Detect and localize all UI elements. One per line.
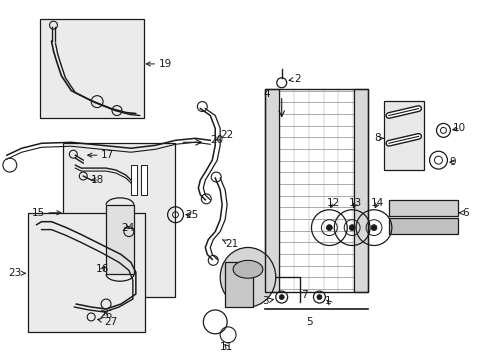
Text: 11: 11 [220,342,233,352]
Text: 4: 4 [263,89,269,99]
Text: 19: 19 [146,59,172,69]
Bar [106,205,134,274]
Text: 26: 26 [99,310,112,320]
Circle shape [348,225,354,231]
Text: 9: 9 [448,157,455,167]
Circle shape [325,225,332,231]
Text: 8: 8 [373,133,383,143]
Text: 24: 24 [121,222,134,233]
Text: 13: 13 [348,198,362,208]
Text: 18: 18 [91,175,104,185]
Circle shape [279,294,284,300]
Text: 6: 6 [458,208,468,218]
Ellipse shape [220,247,275,307]
Text: 10: 10 [451,123,465,134]
Text: 5: 5 [305,317,312,327]
Text: 1: 1 [324,296,331,306]
Bar [141,165,146,195]
Bar [28,213,144,332]
Text: 12: 12 [325,198,339,208]
Text: 15: 15 [32,208,61,218]
Bar [264,89,278,292]
Text: 21: 21 [222,239,238,249]
Text: 17: 17 [87,150,114,160]
Bar [224,262,252,307]
Bar [353,89,367,292]
Text: 2: 2 [288,74,301,84]
Text: 25: 25 [185,210,198,220]
Text: 14: 14 [370,198,384,208]
Bar [388,218,457,234]
Bar [131,165,137,195]
Text: 22: 22 [216,130,233,140]
Text: 20: 20 [210,135,223,145]
Bar [63,143,174,297]
Text: 7: 7 [301,290,307,300]
Text: 27: 27 [98,317,117,327]
Bar [388,200,457,216]
Circle shape [370,225,376,231]
Text: 23: 23 [8,268,25,278]
Ellipse shape [233,260,263,278]
Text: 3: 3 [262,296,273,306]
Bar [383,100,423,170]
Circle shape [316,294,321,300]
Bar [40,19,143,118]
Bar [264,89,367,292]
Text: 16: 16 [96,264,109,274]
